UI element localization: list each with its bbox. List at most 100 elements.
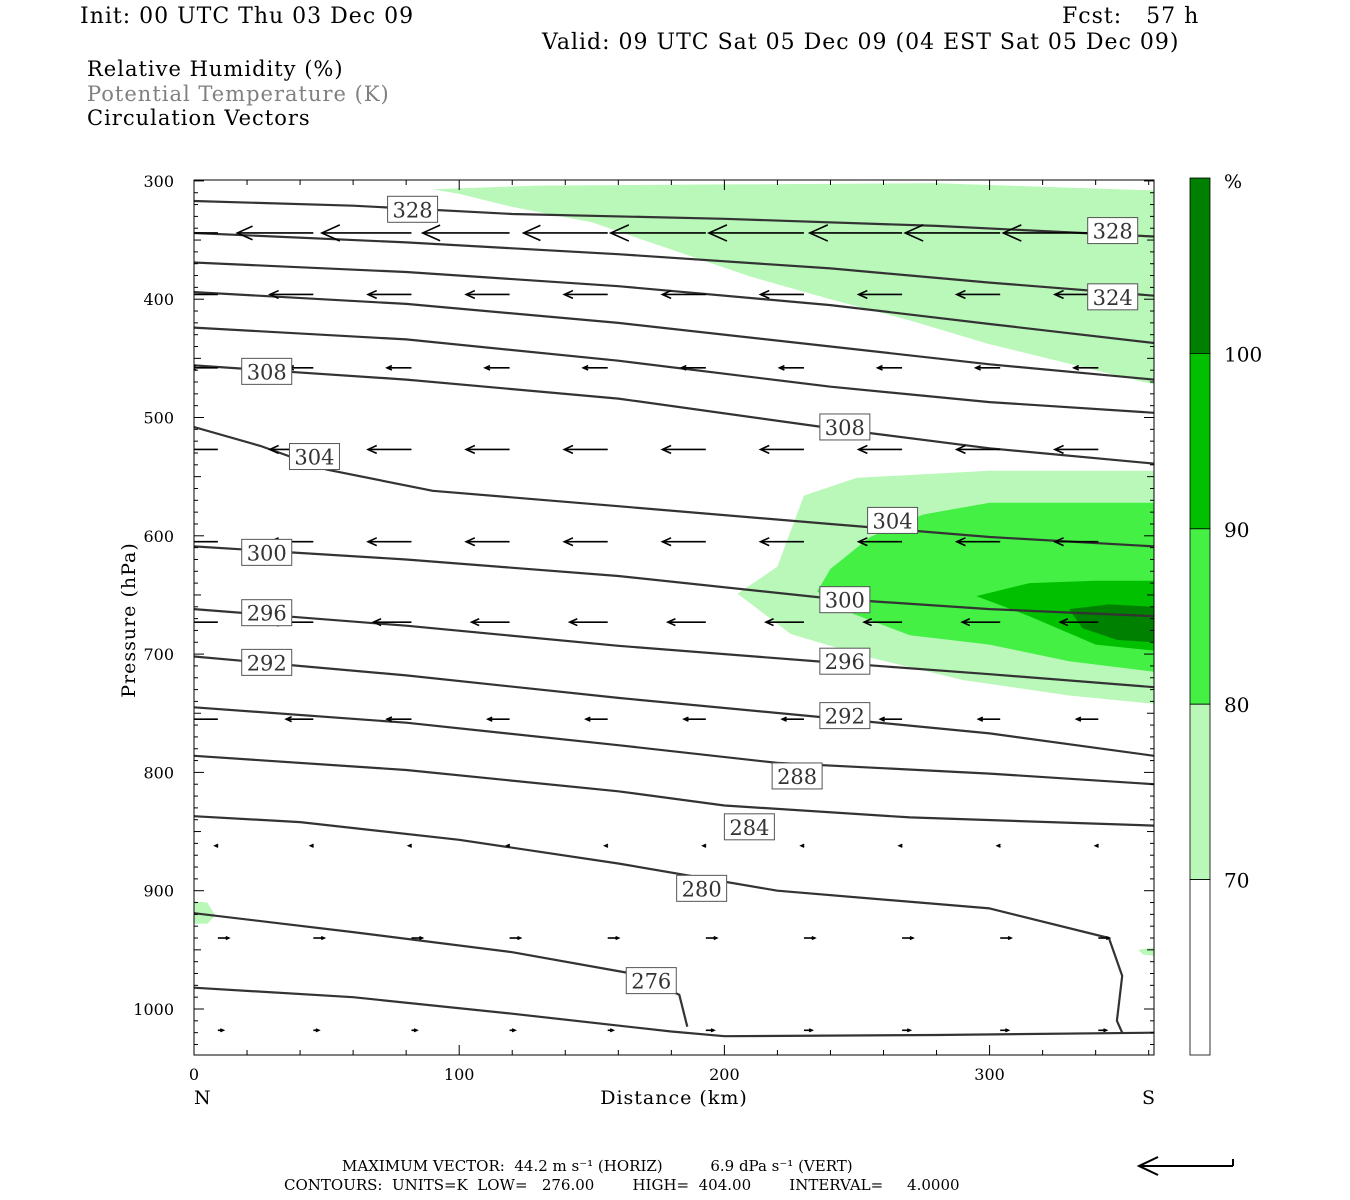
vector-arrow <box>954 289 1001 300</box>
vector-head <box>758 289 770 300</box>
vector-arrow <box>682 716 706 722</box>
vector-head <box>780 716 787 722</box>
vector-head <box>511 1028 517 1033</box>
contour-label-304: 304 <box>294 446 334 470</box>
vector-head <box>954 537 966 547</box>
vector-arrow <box>763 618 804 627</box>
vector-head <box>995 843 1001 848</box>
max-vector-note: MAXIMUM VECTOR: 44.2 m s⁻¹ (HORIZ) 6.9 d… <box>342 1157 853 1175</box>
x-tick-label: 0 <box>189 1065 199 1084</box>
vector-arrow <box>366 289 412 300</box>
vector-head <box>763 618 774 627</box>
contour-label-308: 308 <box>247 360 287 384</box>
vector-arrow <box>607 935 621 941</box>
vector-arrow <box>1071 364 1099 371</box>
theta-contour-312 <box>194 326 1154 414</box>
vector-arrow <box>308 843 314 848</box>
vector-head <box>807 224 829 242</box>
contour-label-box <box>625 967 677 995</box>
vector-arrow <box>1093 843 1099 848</box>
vector-arrow <box>411 1028 419 1033</box>
y-tick-labels: 300 400 500 600 700 800 900 1000 <box>133 172 174 1019</box>
theta-contour-324 <box>194 231 1154 297</box>
vector-head <box>267 444 279 455</box>
vector-head <box>420 224 441 242</box>
vector-head <box>878 716 886 722</box>
vector-head <box>219 1028 226 1033</box>
vector-head <box>169 618 179 627</box>
y-tick-label: 700 <box>143 645 174 664</box>
vector-head <box>562 537 574 547</box>
contour-label-308: 308 <box>825 416 865 440</box>
vector-head <box>954 444 966 455</box>
vector-head <box>1093 843 1099 848</box>
contour-label-box <box>241 538 293 566</box>
vector-arrow <box>319 224 412 242</box>
vector-arrow <box>1052 537 1099 547</box>
vector-head <box>710 1028 716 1033</box>
contour-label-292: 292 <box>825 705 865 729</box>
vector-head <box>142 226 157 240</box>
vector-arrow <box>504 843 511 848</box>
vector-head <box>1001 224 1022 242</box>
vector-arrow <box>862 618 903 627</box>
contour-label-box <box>819 413 871 441</box>
x-tick-label: 300 <box>974 1065 1005 1084</box>
x-end-label-south: S <box>1142 1087 1155 1109</box>
vector-head <box>213 843 219 848</box>
vector-arrow <box>665 618 706 627</box>
vector-arrow <box>464 289 510 300</box>
vector-head <box>976 716 984 722</box>
vector-arrow <box>385 716 412 723</box>
contour-label-box <box>241 599 293 627</box>
rh-fill-70 <box>194 901 216 924</box>
colorbar-tick-label: 90 <box>1224 518 1249 542</box>
vector-head <box>284 715 292 723</box>
contour-labels: 328 328 324 308 308 304 304 300 300 296 296 292 292 2… <box>241 195 1139 995</box>
contour-label-box <box>819 702 871 730</box>
theta-contour-276 <box>194 912 689 1027</box>
rh-fill-70 <box>432 183 1154 385</box>
vector-arrow <box>1058 618 1099 627</box>
theta-contour-272 <box>194 986 1154 1038</box>
vector-arrow <box>803 935 817 941</box>
vector-arrow <box>385 364 412 371</box>
vector-arrow <box>584 716 608 722</box>
contour-label-box <box>241 357 293 385</box>
colorbar-band <box>1189 703 1211 881</box>
vector-arrow <box>194 448 218 451</box>
vector-head <box>315 1028 321 1033</box>
y-axis-label: Pressure (hPa) <box>118 542 140 698</box>
vector-arrow <box>483 364 510 371</box>
vector-head <box>608 224 630 242</box>
vector-head <box>799 843 805 848</box>
vector-head <box>1052 444 1064 455</box>
vector-head <box>875 364 883 371</box>
vector-arrow <box>608 224 706 242</box>
vector-arrow <box>705 935 719 941</box>
vector-head <box>504 843 511 848</box>
vector-arrow <box>660 289 706 300</box>
y-tick-label: 300 <box>143 172 174 191</box>
vector-arrow <box>1052 444 1099 455</box>
vector-arrow <box>1074 716 1099 722</box>
vector-head <box>581 364 589 371</box>
x-axis-label: Distance (km) <box>600 1087 748 1109</box>
vector-arrow <box>878 716 903 722</box>
circulation-vectors <box>142 224 1112 1033</box>
contour-label-296: 296 <box>825 650 865 674</box>
rh-fill-70 <box>1138 947 1154 956</box>
legend-circulation-vectors: Circulation Vectors <box>87 106 311 130</box>
vector-arrow <box>313 935 327 941</box>
vector-head <box>366 444 378 455</box>
vector-head <box>660 289 672 300</box>
contour-label-300: 300 <box>247 541 287 565</box>
vector-arrow <box>897 843 903 848</box>
vector-arrow <box>142 226 218 240</box>
y-tick-label: 600 <box>143 527 174 546</box>
vector-arrow <box>194 293 218 296</box>
vector-head <box>811 935 817 941</box>
vector-head <box>1105 935 1112 941</box>
vector-head <box>713 935 719 941</box>
vector-arrow <box>169 618 218 627</box>
